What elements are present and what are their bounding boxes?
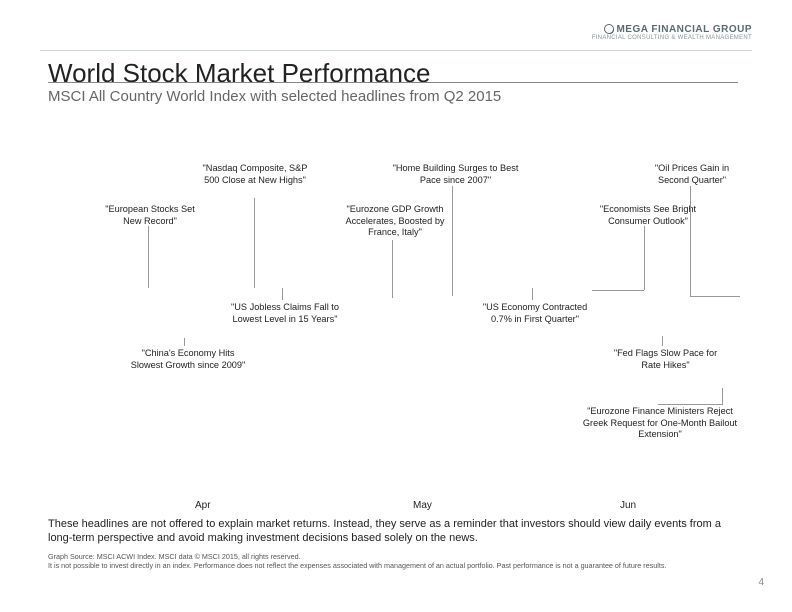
headline-h11: "Eurozone Finance Ministers Reject Greek… [580, 406, 740, 441]
connector-6 [644, 226, 645, 290]
connector-12 [722, 388, 723, 404]
connector-1 [452, 186, 453, 296]
page-number: 4 [758, 577, 764, 588]
headline-h2: "Home Building Surges to Best Pace since… [388, 163, 523, 186]
headline-h5: "Eurozone GDP Growth Accelerates, Booste… [335, 204, 455, 239]
connector-2 [690, 186, 691, 296]
axis-apr: Apr [195, 500, 211, 511]
connector-11 [662, 336, 663, 346]
logo-text: MEGA FINANCIAL GROUP [616, 24, 752, 35]
headline-h9: "China's Economy Hits Slowest Growth sin… [128, 348, 248, 371]
header-divider [40, 50, 752, 51]
connector-7 [592, 290, 644, 291]
headline-h3: "Oil Prices Gain in Second Quarter" [642, 163, 742, 186]
page-subtitle: MSCI All Country World Index with select… [48, 88, 501, 105]
headline-h10: "Fed Flags Slow Pace for Rate Hikes" [608, 348, 723, 371]
page-title: World Stock Market Performance [48, 58, 430, 89]
connector-10 [184, 338, 185, 346]
headline-h8: "US Economy Contracted 0.7% in First Qua… [480, 302, 590, 325]
connector-13 [658, 404, 723, 405]
disclaimer-text: These headlines are not offered to expla… [48, 518, 748, 546]
fine-line-2: It is not possible to invest directly in… [48, 561, 748, 570]
logo-sub: FINANCIAL CONSULTING & WEALTH MANAGEMENT [592, 35, 752, 41]
fine-print: Graph Source: MSCI ACWI Index. MSCI data… [48, 552, 748, 571]
connector-0 [254, 198, 255, 288]
connector-4 [148, 226, 149, 288]
axis-jun: Jun [620, 500, 636, 511]
headline-h4: "European Stocks Set New Record" [105, 204, 195, 227]
headline-h1: "Nasdaq Composite, S&P 500 Close at New … [200, 163, 310, 186]
connector-9 [532, 288, 533, 300]
title-underline [48, 82, 738, 83]
axis-may: May [413, 500, 432, 511]
title-block: World Stock Market Performance [48, 58, 430, 89]
connector-8 [282, 288, 283, 300]
subtitle-block: MSCI All Country World Index with select… [48, 86, 501, 105]
fine-line-1: Graph Source: MSCI ACWI Index. MSCI data… [48, 552, 748, 561]
headline-h7: "US Jobless Claims Fall to Lowest Level … [225, 302, 345, 325]
logo-main: MEGA FINANCIAL GROUP [592, 24, 752, 35]
omega-icon [604, 24, 614, 34]
chart-area [48, 150, 748, 500]
connector-5 [392, 240, 393, 298]
logo: MEGA FINANCIAL GROUP FINANCIAL CONSULTIN… [592, 24, 752, 41]
connector-3 [690, 296, 740, 297]
